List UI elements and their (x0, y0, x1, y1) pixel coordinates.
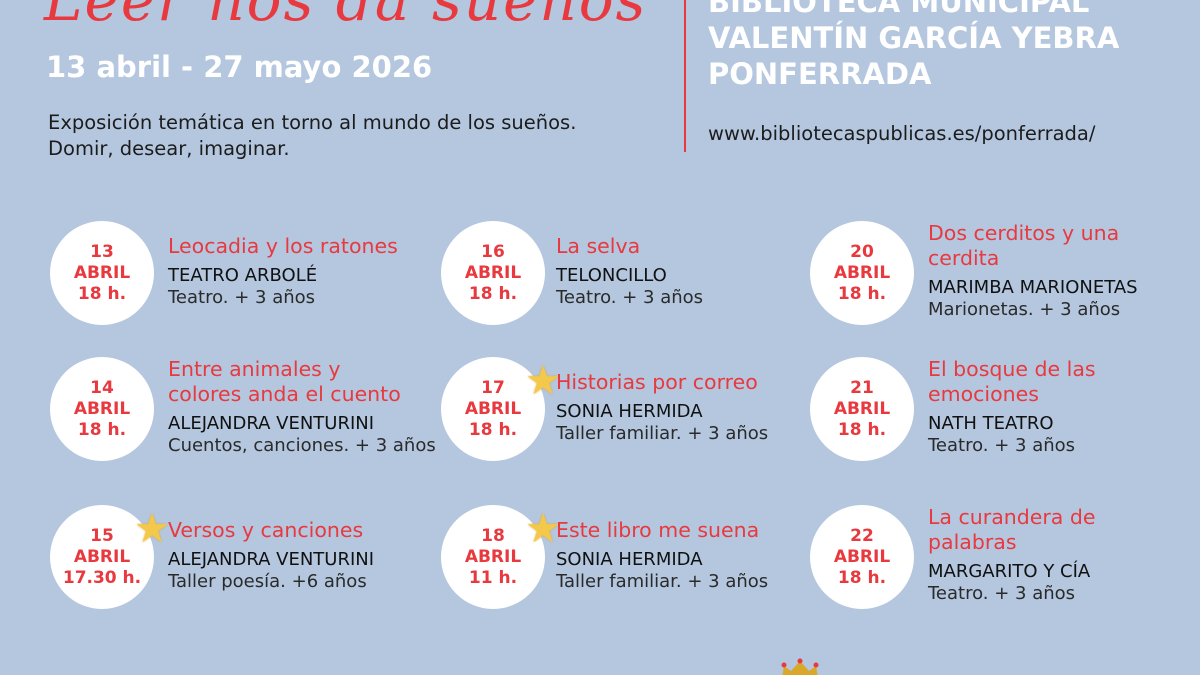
event-performer: SONIA HERMIDA (556, 400, 703, 422)
star-icon: ★ (525, 506, 561, 552)
event-title: colores anda el cuento (168, 382, 401, 406)
date-circle: 15 ABRIL 17.30 h. (50, 505, 154, 609)
event-title: Versos y canciones (168, 517, 364, 542)
date-month: ABRIL (464, 546, 522, 567)
library-name-line: PONFERRADA (708, 57, 932, 91)
exhibition-intro: Exposición temática en torno al mundo de… (48, 111, 577, 160)
event-performer: SONIA HERMIDA (556, 548, 703, 570)
date-day: 22 (850, 525, 874, 546)
star-icon: ★ (525, 358, 561, 404)
event-performer: ALEJANDRA VENTURINI (168, 413, 375, 434)
date-day: 18 (481, 525, 505, 546)
event-title: La selva (556, 233, 641, 258)
event-title: palabras (928, 530, 1017, 554)
event-performer: ALEJANDRA VENTURINI (168, 548, 375, 570)
date-circle: 20 ABRIL 18 h. (810, 221, 914, 325)
event-title: El bosque de las (928, 357, 1096, 381)
crown-icon (781, 658, 819, 675)
date-time: 18 h. (468, 283, 518, 304)
date-time: 17.30 h. (62, 567, 142, 588)
event-performer: TEATRO ARBOLÉ (168, 264, 318, 286)
date-month: ABRIL (833, 262, 891, 283)
event-title: Historias por correo (556, 369, 758, 394)
date-day: 21 (850, 377, 874, 398)
date-circle: 16 ABRIL 18 h. (441, 221, 545, 325)
date-month: ABRIL (833, 398, 891, 419)
exhibition-title: Leer nos da sueños (44, 0, 648, 34)
date-month: ABRIL (833, 546, 891, 567)
event-description: Teatro. + 3 años (928, 583, 1076, 604)
date-time: 18 h. (77, 419, 127, 440)
date-day: 13 (90, 241, 114, 262)
date-time: 11 h. (468, 567, 518, 588)
event-performer: MARIMBA MARIONETAS (928, 277, 1138, 298)
date-month: ABRIL (464, 398, 522, 419)
star-icon: ★ (134, 506, 170, 552)
library-name-line: BIBLIOTECA MUNICIPAL (708, 0, 1090, 19)
date-circle: 14 ABRIL 18 h. (50, 357, 154, 461)
event-title: Dos cerditos y una (928, 221, 1120, 245)
event-title: La curandera de (928, 505, 1096, 529)
date-circle: 18 ABRIL 11 h. (441, 505, 545, 609)
header-divider (684, 0, 686, 152)
event-title: Entre animales y (168, 357, 341, 381)
date-circle: 17 ABRIL 18 h. (441, 357, 545, 461)
event-description: Taller familiar. + 3 años (556, 570, 769, 592)
event-description: Cuentos, canciones. + 3 años (168, 435, 436, 456)
date-time: 18 h. (468, 419, 518, 440)
date-month: ABRIL (73, 262, 131, 283)
date-day: 20 (850, 241, 874, 262)
library-name: BIBLIOTECA MUNICIPAL VALENTÍN GARCÍA YEB… (708, 0, 1188, 92)
date-time: 18 h. (77, 283, 127, 304)
date-time: 18 h. (837, 283, 887, 304)
date-day: 16 (481, 241, 505, 262)
date-month: ABRIL (464, 262, 522, 283)
event-description: Teatro. + 3 años (556, 286, 704, 308)
date-month: ABRIL (73, 546, 131, 567)
date-month: ABRIL (73, 398, 131, 419)
date-time: 18 h. (837, 567, 887, 588)
event-description: Taller poesía. +6 años (168, 570, 367, 592)
date-day: 14 (90, 377, 114, 398)
date-day: 17 (481, 377, 505, 398)
date-circle: 22 ABRIL 18 h. (810, 505, 914, 609)
event-description: Marionetas. + 3 años (928, 299, 1121, 320)
event-description: Taller familiar. + 3 años (556, 422, 769, 444)
event-title: Este libro me suena (556, 517, 760, 542)
date-time: 18 h. (837, 419, 887, 440)
library-url[interactable]: www.bibliotecaspublicas.es/ponferrada/ (708, 122, 1096, 145)
date-circle: 21 ABRIL 18 h. (810, 357, 914, 461)
event-title: cerdita (928, 246, 1000, 270)
event-performer: NATH TEATRO (928, 413, 1054, 434)
event-performer: MARGARITO Y CÍA (928, 561, 1091, 582)
event-performer: TELONCILLO (556, 264, 667, 286)
date-circle: 13 ABRIL 18 h. (50, 221, 154, 325)
exhibition-dates: 13 abril - 27 mayo 2026 (46, 50, 433, 84)
date-day: 15 (90, 525, 114, 546)
event-description: Teatro. + 3 años (928, 435, 1076, 456)
event-description: Teatro. + 3 años (168, 286, 316, 308)
event-title: Leocadia y los ratones (168, 233, 398, 258)
library-name-line: VALENTÍN GARCÍA YEBRA (708, 21, 1120, 55)
event-title: emociones (928, 382, 1039, 406)
